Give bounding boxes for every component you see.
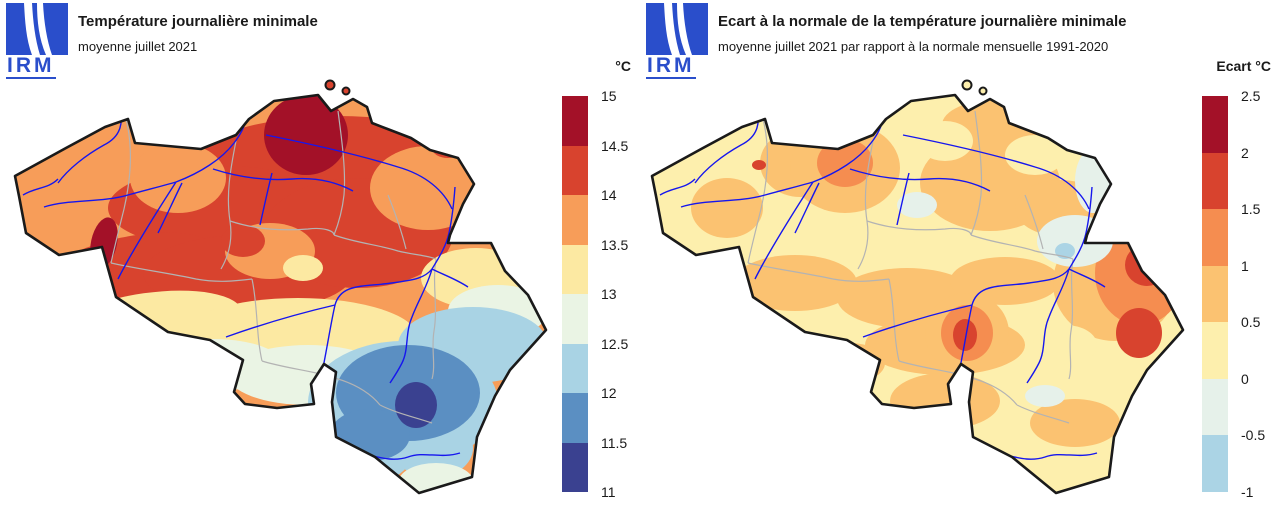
colorbar-tick-label: 11	[601, 484, 616, 500]
panel-temperature: IRM Température journalière minimale moy…	[0, 0, 640, 507]
map-title-anomaly: Ecart à la normale de la température jou…	[718, 13, 1127, 30]
belgium-temperature-map	[13, 79, 548, 495]
colorbar-segment	[562, 244, 588, 294]
colorbar-segment	[1202, 265, 1228, 323]
colorbar-segment	[562, 96, 588, 146]
colorbar-tick-label: 12	[601, 385, 617, 401]
colorbar-segment	[562, 294, 588, 344]
irm-logo-text: IRM	[646, 54, 696, 79]
colorbar-segment	[562, 442, 588, 492]
baarle-enclave	[341, 86, 351, 96]
colorbar-segment	[562, 145, 588, 195]
colorbar-tick-label: 1	[1241, 257, 1249, 274]
colorbar-segment	[562, 393, 588, 443]
baarle-enclave	[961, 79, 973, 91]
colorbar-tick-label: 1.5	[1241, 201, 1261, 218]
colorbar-segment	[562, 343, 588, 393]
colorbar-unit-label: °C	[615, 58, 631, 74]
map-subtitle-temperature: moyenne juillet 2021	[78, 39, 198, 54]
colorbar-tick-label: 12.5	[601, 335, 629, 352]
colorbar-tick-label: 14	[601, 187, 617, 203]
panel-anomaly: IRM Ecart à la normale de la température…	[640, 0, 1280, 507]
irm-logo-text: IRM	[6, 54, 56, 79]
colorbar-segment	[1202, 152, 1228, 210]
colorbar-tick-label: 2	[1241, 144, 1249, 161]
colorbar-tick-labels: 15 14.5 14 13.5 13 12.5 12 11.5 11	[601, 88, 639, 500]
colorbar-tick-label: 15	[601, 88, 617, 104]
irm-logo: IRM	[6, 3, 72, 79]
map-title-temperature: Température journalière minimale	[78, 13, 318, 30]
colorbar-segment	[562, 195, 588, 245]
colorbar-segment	[1202, 209, 1228, 266]
colorbar-tick-label: 2.5	[1241, 88, 1261, 104]
colorbar-segment	[1202, 96, 1228, 153]
colorbar-tick-label: 0	[1241, 370, 1249, 387]
colorbar-tick-label: -1	[1241, 484, 1254, 500]
irm-logo: IRM	[646, 3, 712, 79]
colorbar-temperature	[562, 96, 588, 492]
colorbar-tick-label: 13.5	[601, 236, 629, 253]
colorbar-tick-label: 13	[601, 286, 617, 302]
colorbar-tick-label: 11.5	[601, 434, 628, 451]
colorbar-segment	[1202, 378, 1228, 436]
colorbar-segment	[1202, 435, 1228, 492]
irm-logo-mark-icon	[646, 3, 708, 55]
baarle-enclave	[324, 79, 336, 91]
baarle-enclave	[978, 86, 988, 96]
irm-logo-mark-icon	[6, 3, 68, 55]
colorbar-anomaly	[1202, 96, 1228, 492]
belgium-anomaly-map	[650, 79, 1185, 495]
colorbar-tick-label: 14.5	[601, 137, 629, 154]
colorbar-unit-label: Ecart °C	[1216, 58, 1271, 74]
colorbar-tick-labels: 2.5 2 1.5 1 0.5 0 -0.5 -1	[1241, 88, 1279, 500]
map-subtitle-anomaly: moyenne juillet 2021 par rapport à la no…	[718, 39, 1109, 54]
colorbar-tick-label: 0.5	[1241, 314, 1261, 331]
colorbar-tick-label: -0.5	[1241, 427, 1266, 444]
colorbar-segment	[1202, 322, 1228, 379]
